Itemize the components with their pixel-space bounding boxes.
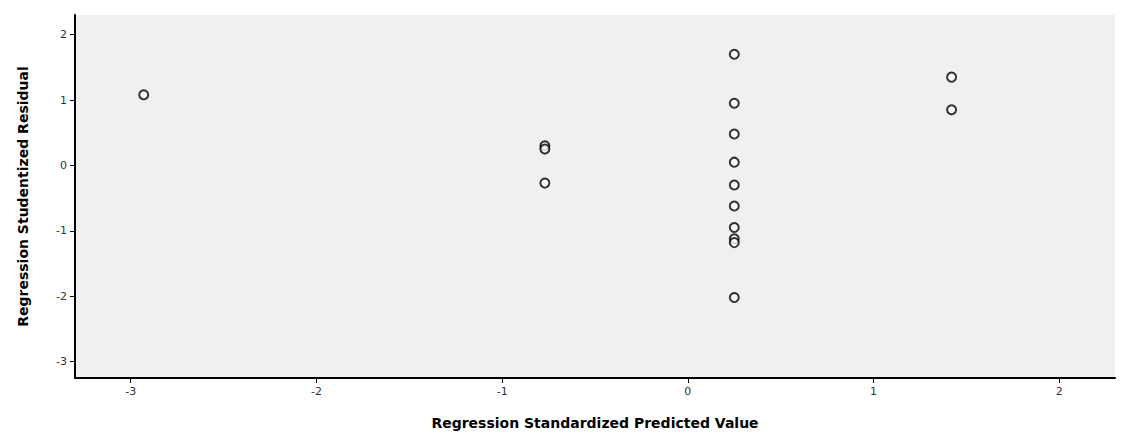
svg-text:-2: -2 (56, 290, 67, 303)
svg-text:Regression Standardized Predic: Regression Standardized Predicted Value (431, 415, 758, 431)
svg-text:Regression Studentized Residua: Regression Studentized Residual (15, 66, 31, 327)
svg-text:1: 1 (870, 385, 877, 398)
svg-text:-1: -1 (497, 385, 508, 398)
svg-text:2: 2 (1056, 385, 1063, 398)
svg-text:-2: -2 (311, 385, 322, 398)
svg-text:-3: -3 (125, 385, 136, 398)
svg-text:-3: -3 (56, 355, 67, 368)
svg-text:0: 0 (60, 159, 67, 172)
svg-text:1: 1 (60, 94, 67, 107)
svg-text:2: 2 (60, 28, 67, 41)
svg-text:0: 0 (684, 385, 691, 398)
svg-text:-1: -1 (56, 224, 67, 237)
